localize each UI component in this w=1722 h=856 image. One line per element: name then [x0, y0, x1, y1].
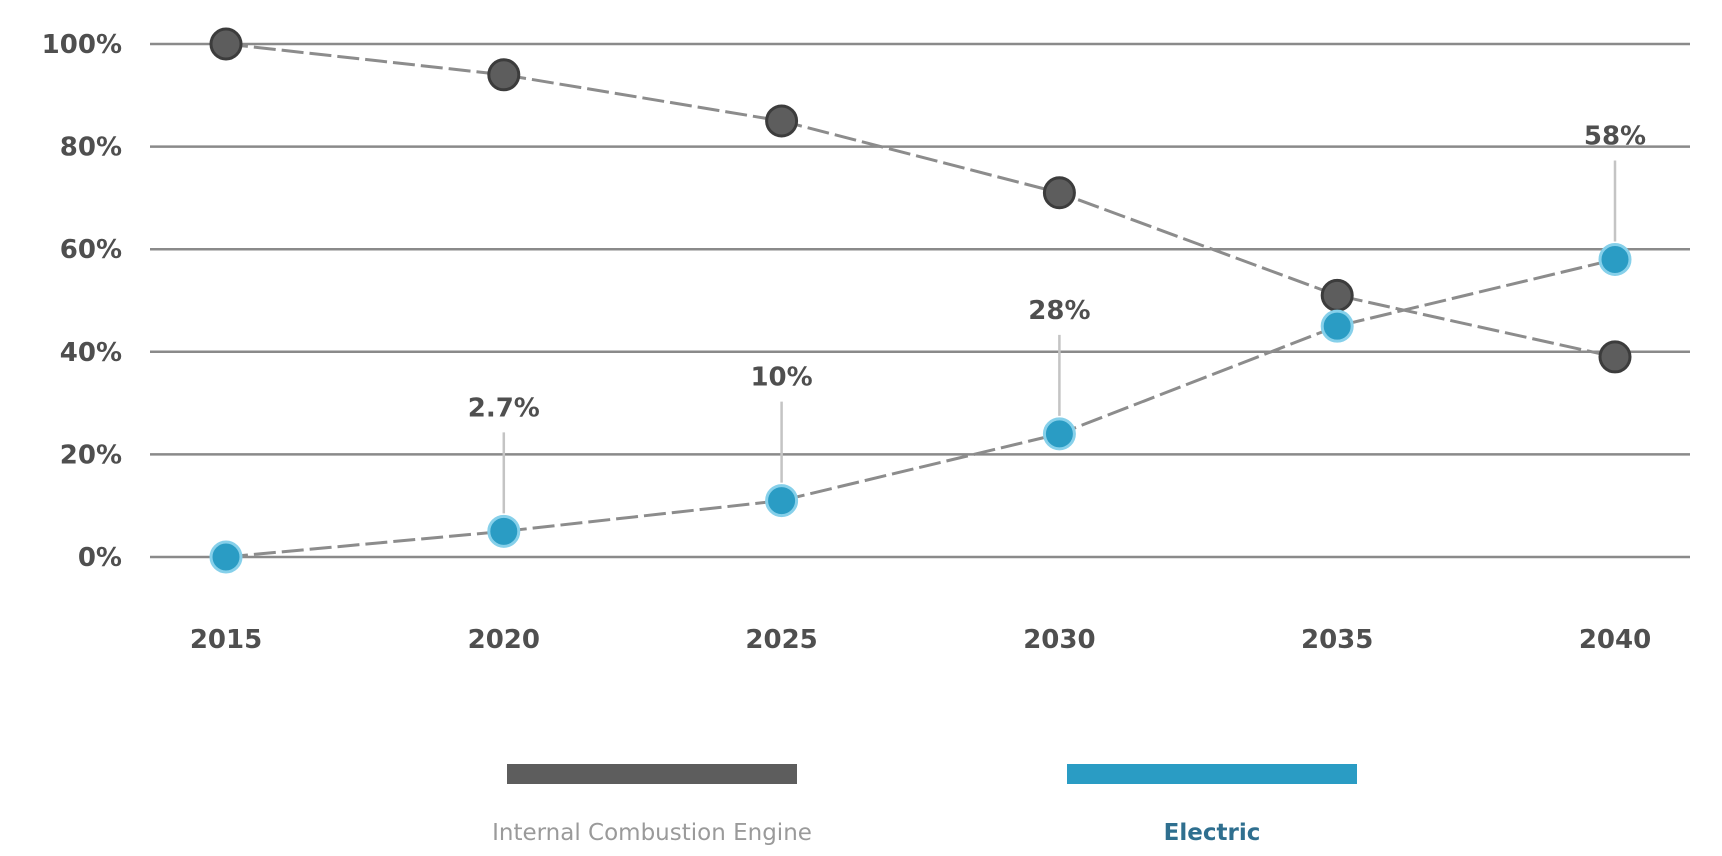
- data-point: [209, 540, 243, 574]
- data-point: [765, 104, 799, 138]
- x-tick-label: 2025: [745, 625, 817, 655]
- x-tick-label: 2035: [1301, 625, 1373, 655]
- series-lines: [225, 42, 1616, 559]
- legend-swatch: [1067, 764, 1357, 784]
- y-tick-label: 20%: [60, 440, 122, 470]
- legend-label: Electric: [1164, 820, 1261, 846]
- data-point: [1598, 340, 1632, 374]
- x-tick-label: 2015: [190, 625, 262, 655]
- data-point: [1320, 309, 1354, 343]
- data-point: [487, 58, 521, 92]
- data-point: [1042, 417, 1076, 451]
- y-tick-label: 40%: [60, 338, 122, 368]
- y-tick-label: 0%: [78, 543, 122, 573]
- data-label: 58%: [1584, 121, 1646, 151]
- data-point: [1320, 278, 1354, 312]
- data-label: 2.7%: [468, 393, 540, 423]
- y-tick-label: 60%: [60, 235, 122, 265]
- legend-swatch: [507, 764, 797, 784]
- data-label: 28%: [1028, 296, 1090, 326]
- data-points: [209, 27, 1632, 574]
- annotation-leader-lines: [502, 160, 1617, 514]
- y-tick-label: 100%: [42, 30, 122, 60]
- data-point: [209, 27, 243, 61]
- grid-lines: [150, 42, 1690, 559]
- data-point: [1042, 176, 1076, 210]
- data-point: [487, 514, 521, 548]
- data-label: 10%: [750, 363, 812, 393]
- x-tick-label: 2040: [1579, 625, 1651, 655]
- y-tick-label: 80%: [60, 133, 122, 163]
- x-tick-label: 2030: [1023, 625, 1095, 655]
- x-axis-tick-labels: 2015 2020 2025 2030 2035 2040: [190, 625, 1651, 655]
- data-point: [765, 484, 799, 518]
- series-line-1: [225, 258, 1616, 559]
- data-labels: 2.7% 10% 28% 58%: [468, 121, 1646, 423]
- legend-label: Internal Combustion Engine: [492, 820, 812, 846]
- x-tick-label: 2020: [468, 625, 540, 655]
- y-axis-tick-labels: 0% 20% 40% 60% 80% 100%: [42, 30, 122, 573]
- data-point: [1598, 242, 1632, 276]
- series-line-0: [225, 42, 1616, 359]
- legend: Internal Combustion Engine Electric: [492, 764, 1357, 846]
